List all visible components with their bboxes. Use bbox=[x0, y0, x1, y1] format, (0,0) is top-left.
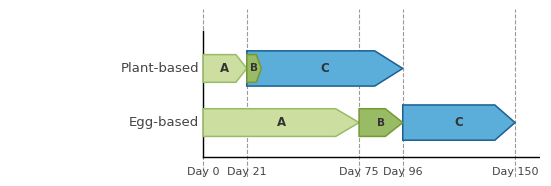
Text: Day 150: Day 150 bbox=[492, 167, 538, 177]
Text: Day 96: Day 96 bbox=[383, 167, 423, 177]
Text: C: C bbox=[455, 116, 463, 129]
Polygon shape bbox=[247, 51, 403, 86]
Text: Day 21: Day 21 bbox=[227, 167, 267, 177]
Text: A: A bbox=[220, 62, 230, 75]
Text: B: B bbox=[377, 118, 385, 128]
Polygon shape bbox=[359, 109, 403, 136]
Text: Day 0: Day 0 bbox=[187, 167, 219, 177]
Text: Egg-based: Egg-based bbox=[129, 116, 199, 129]
Text: Plant-based: Plant-based bbox=[120, 62, 199, 75]
Polygon shape bbox=[203, 55, 247, 82]
Text: Day 75: Day 75 bbox=[339, 167, 379, 177]
Polygon shape bbox=[247, 55, 261, 82]
Polygon shape bbox=[203, 109, 359, 136]
Text: B: B bbox=[250, 63, 258, 73]
Text: A: A bbox=[277, 116, 285, 129]
Polygon shape bbox=[403, 105, 515, 140]
Text: C: C bbox=[320, 62, 329, 75]
